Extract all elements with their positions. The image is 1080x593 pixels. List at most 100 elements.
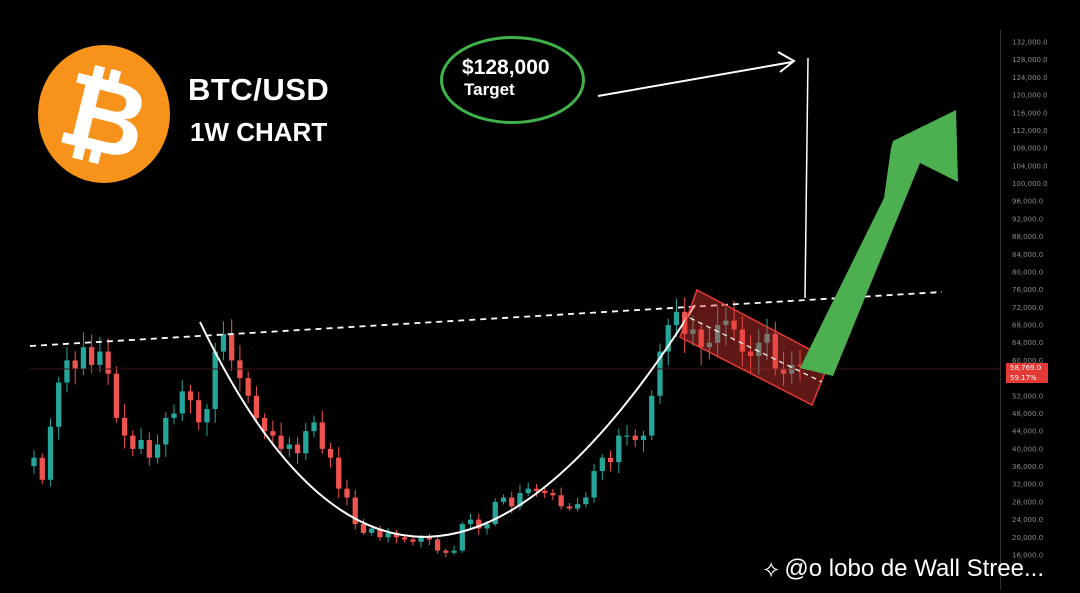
current-price-change: 59.17%: [1010, 374, 1037, 382]
y-tick-label: 52,000.0: [1012, 392, 1043, 400]
chart-title: BTC/USD: [188, 72, 330, 107]
y-tick-label: 112,000.0: [1012, 127, 1048, 135]
candle-body: [550, 493, 556, 496]
candle-body: [245, 378, 251, 396]
candle-body: [138, 440, 144, 449]
candle-body: [311, 422, 317, 432]
candle-body: [780, 369, 787, 374]
y-tick-label: 120,000.0: [1012, 92, 1048, 100]
candle-body: [163, 417, 169, 445]
candle-body: [673, 311, 680, 326]
bull-flag-channel: [679, 288, 831, 407]
candle-body: [319, 422, 325, 449]
y-tick-label: 48,000.0: [1012, 410, 1043, 418]
candle-body: [583, 497, 589, 505]
y-tick-label: 36,000.0: [1012, 463, 1043, 471]
candle-body: [229, 333, 235, 361]
y-tick-label: 32,000.0: [1012, 481, 1043, 489]
candle-body: [723, 320, 729, 326]
y-tick-label: 116,000.0: [1012, 109, 1048, 117]
candle-body: [39, 457, 45, 480]
candle-body: [130, 435, 136, 449]
chart-subtitle: 1W CHART: [190, 117, 328, 147]
candle-body: [393, 532, 400, 538]
candle-body: [187, 391, 194, 401]
y-tick-label: 76,000.0: [1012, 286, 1043, 294]
candle-body: [542, 490, 548, 494]
candle-body: [509, 497, 515, 507]
candle-body: [146, 440, 152, 458]
candle-body: [179, 391, 185, 414]
candle-body: [294, 444, 301, 454]
candle-body: [434, 539, 441, 551]
candle-body: [327, 448, 334, 458]
candle-body: [714, 325, 721, 343]
candle-body: [632, 435, 638, 441]
candle-body: [113, 373, 120, 418]
y-tick-label: 68,000.0: [1012, 322, 1043, 330]
candle-body: [566, 506, 573, 509]
candle-body: [352, 497, 358, 525]
candle-body: [303, 431, 309, 454]
y-tick-label: 16,000.0: [1012, 552, 1043, 560]
candle-body: [747, 351, 754, 356]
candle-body: [89, 347, 95, 365]
candle-body: [154, 444, 161, 458]
y-tick-label: 92,000.0: [1012, 215, 1043, 223]
candle-body: [764, 333, 770, 343]
candlestick-series: [31, 297, 803, 558]
candle-body: [739, 329, 745, 352]
candle-body: [517, 493, 523, 507]
target-label: Target: [464, 80, 515, 99]
y-tick-label: 24,000.0: [1012, 516, 1043, 524]
candle-body: [558, 495, 564, 507]
y-tick-label: 104,000.0: [1012, 162, 1048, 170]
y-tick-label: 40,000.0: [1012, 445, 1043, 453]
candle-body: [500, 497, 507, 502]
candle-body: [212, 351, 218, 410]
candle-body: [665, 325, 671, 352]
candle-body: [385, 532, 391, 538]
candle-body: [171, 413, 177, 418]
candle-body: [706, 342, 713, 348]
y-tick-label: 60,000.0: [1012, 357, 1043, 365]
price-axis: 132,000.0 128,000.0 124,000.0 120,000.0 116,…: [1012, 39, 1048, 560]
current-price-value: 58,769.0: [1010, 364, 1042, 372]
candle-body: [616, 435, 622, 463]
candle-body: [360, 524, 367, 533]
candle-body: [97, 351, 103, 365]
candle-body: [80, 347, 87, 370]
target-arrow-line: [597, 61, 793, 97]
candle-body: [607, 457, 614, 463]
candle-body: [426, 537, 432, 540]
y-tick-label: 20,000.0: [1012, 534, 1043, 542]
candle-body: [451, 550, 457, 553]
candle-body: [418, 537, 424, 542]
candle-body: [402, 537, 408, 540]
candle-body: [31, 457, 37, 467]
candle-body: [690, 329, 696, 334]
bitcoin-logo-icon: ₿: [38, 45, 170, 185]
y-tick-label: 108,000.0: [1012, 145, 1048, 153]
candle-body: [533, 488, 540, 491]
y-tick-label: 128,000.0: [1012, 56, 1048, 64]
candle-body: [278, 435, 284, 449]
binance-diamond-icon: ⟡: [763, 556, 779, 582]
watermark: ⟡ @o lobo de Wall Stree...: [764, 555, 1044, 583]
y-tick-label: 64,000.0: [1012, 339, 1043, 347]
current-price-tag: 58,769.0 59.17%: [1006, 363, 1048, 383]
candle-body: [467, 519, 474, 525]
candle-body: [47, 426, 54, 480]
y-tick-label: 28,000.0: [1012, 498, 1043, 506]
y-tick-label: 80,000.0: [1012, 268, 1043, 276]
candle-body: [64, 360, 70, 383]
candle-body: [377, 528, 383, 538]
candle-body: [591, 470, 597, 498]
candle-body: [657, 351, 663, 396]
cup-curve: [199, 304, 696, 538]
candle-body: [756, 342, 762, 356]
candle-body: [624, 435, 630, 437]
candle-body: [731, 320, 737, 330]
y-tick-label: 84,000.0: [1012, 251, 1043, 259]
